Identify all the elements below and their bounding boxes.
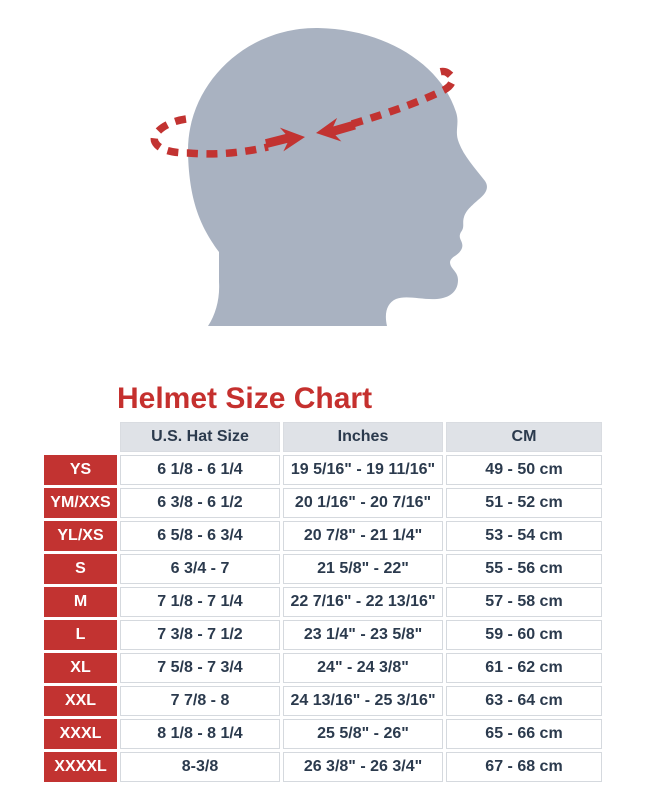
size-label-cell: YL/XS (44, 521, 117, 551)
us-hat-size-cell: 6 1/8 - 6 1/4 (120, 455, 280, 485)
head-profile-illustration (150, 27, 487, 327)
inches-cell: 20 7/8" - 21 1/4" (283, 521, 443, 551)
inches-cell: 24" - 24 3/8" (283, 653, 443, 683)
cm-cell: 57 - 58 cm (446, 587, 602, 617)
page-title: Helmet Size Chart (117, 382, 373, 415)
us-hat-size-cell: 6 3/8 - 6 1/2 (120, 488, 280, 518)
cm-cell: 55 - 56 cm (446, 554, 602, 584)
table-row: XXXL 8 1/8 - 8 1/4 25 5/8" - 26" 65 - 66… (44, 719, 602, 749)
size-label-cell: YS (44, 455, 117, 485)
size-label-cell: XXL (44, 686, 117, 716)
size-label-cell: XL (44, 653, 117, 683)
us-hat-size-cell: 7 1/8 - 7 1/4 (120, 587, 280, 617)
us-hat-size-cell: 8-3/8 (120, 752, 280, 782)
size-label-cell: XXXL (44, 719, 117, 749)
helmet-size-table: U.S. Hat Size Inches CM YS 6 1/8 - 6 1/4… (41, 419, 605, 785)
inches-cell: 24 13/16" - 25 3/16" (283, 686, 443, 716)
table-row: XXL 7 7/8 - 8 24 13/16" - 25 3/16" 63 - … (44, 686, 602, 716)
measuring-tape-icon (350, 67, 457, 128)
cm-cell: 53 - 54 cm (446, 521, 602, 551)
table-row: L 7 3/8 - 7 1/2 23 1/4" - 23 5/8" 59 - 6… (44, 620, 602, 650)
size-label-cell: YM/XXS (44, 488, 117, 518)
us-hat-size-cell: 7 3/8 - 7 1/2 (120, 620, 280, 650)
arrow-right-icon (265, 127, 305, 152)
table-row: YM/XXS 6 3/8 - 6 1/2 20 1/16" - 20 7/16"… (44, 488, 602, 518)
size-table-header: U.S. Hat Size Inches CM (44, 422, 602, 452)
cm-cell: 67 - 68 cm (446, 752, 602, 782)
us-hat-size-cell: 7 7/8 - 8 (120, 686, 280, 716)
header-row: U.S. Hat Size Inches CM (44, 422, 602, 452)
size-label-cell: M (44, 587, 117, 617)
table-row: YL/XS 6 5/8 - 6 3/4 20 7/8" - 21 1/4" 53… (44, 521, 602, 551)
cm-cell: 51 - 52 cm (446, 488, 602, 518)
size-label-cell: L (44, 620, 117, 650)
corner-cell (44, 422, 117, 452)
inches-cell: 26 3/8" - 26 3/4" (283, 752, 443, 782)
measuring-tape-icon (150, 115, 269, 158)
us-hat-size-cell: 8 1/8 - 8 1/4 (120, 719, 280, 749)
table-row: XL 7 5/8 - 7 3/4 24" - 24 3/8" 61 - 62 c… (44, 653, 602, 683)
us-hat-size-cell: 6 3/4 - 7 (120, 554, 280, 584)
table-row: M 7 1/8 - 7 1/4 22 7/16" - 22 13/16" 57 … (44, 587, 602, 617)
column-header-us-hat-size: U.S. Hat Size (120, 422, 280, 452)
cm-cell: 49 - 50 cm (446, 455, 602, 485)
cm-cell: 61 - 62 cm (446, 653, 602, 683)
inches-cell: 19 5/16" - 19 11/16" (283, 455, 443, 485)
inches-cell: 22 7/16" - 22 13/16" (283, 587, 443, 617)
inches-cell: 23 1/4" - 23 5/8" (283, 620, 443, 650)
us-hat-size-cell: 6 5/8 - 6 3/4 (120, 521, 280, 551)
inches-cell: 21 5/8" - 22" (283, 554, 443, 584)
inches-cell: 20 1/16" - 20 7/16" (283, 488, 443, 518)
cm-cell: 63 - 64 cm (446, 686, 602, 716)
inches-cell: 25 5/8" - 26" (283, 719, 443, 749)
cm-cell: 65 - 66 cm (446, 719, 602, 749)
size-label-cell: XXXXL (44, 752, 117, 782)
table-row: S 6 3/4 - 7 21 5/8" - 22" 55 - 56 cm (44, 554, 602, 584)
table-row: XXXXL 8-3/8 26 3/8" - 26 3/4" 67 - 68 cm (44, 752, 602, 782)
size-table-body: YS 6 1/8 - 6 1/4 19 5/16" - 19 11/16" 49… (44, 455, 602, 782)
arrow-left-icon (316, 117, 356, 142)
column-header-cm: CM (446, 422, 602, 452)
cm-cell: 59 - 60 cm (446, 620, 602, 650)
column-header-inches: Inches (283, 422, 443, 452)
us-hat-size-cell: 7 5/8 - 7 3/4 (120, 653, 280, 683)
table-row: YS 6 1/8 - 6 1/4 19 5/16" - 19 11/16" 49… (44, 455, 602, 485)
head-measurement-illustration (0, 0, 648, 372)
size-label-cell: S (44, 554, 117, 584)
